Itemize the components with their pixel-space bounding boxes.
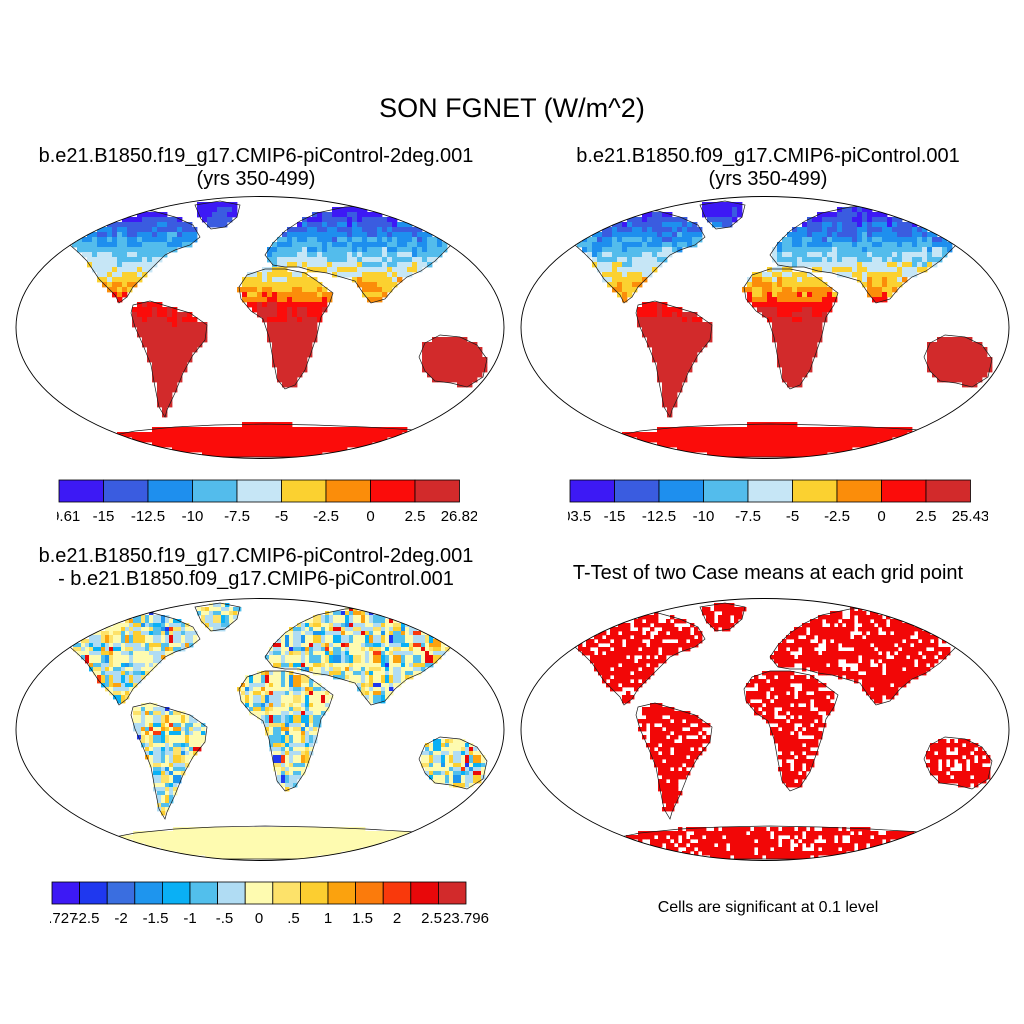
colorbar-case2-swatch (658, 479, 704, 503)
colorbar-difference-tick-label: .5 (287, 910, 300, 927)
colorbar-case1-swatch (236, 479, 282, 503)
colorbar-difference-swatch (437, 881, 467, 905)
colorbar-difference-swatch (410, 881, 439, 905)
colorbar-case2-swatch (881, 479, 927, 503)
colorbar-difference-tick-label: 0 (255, 910, 263, 927)
colorbar-case1-tick-label: -10 (182, 508, 204, 525)
colorbar-difference-swatch (327, 881, 357, 905)
colorbar-case1-swatch (370, 479, 416, 503)
map-case2 (520, 196, 1010, 459)
panel-case2-title: b.e21.B1850.f09_g17.CMIP6-piControl.001 … (512, 145, 1024, 191)
colorbar-case2-tick-label: -15 (604, 508, 626, 525)
colorbar-difference-tick-label: -14.727 (50, 910, 77, 927)
colorbar-difference-tick-label: 23.796 (443, 910, 489, 927)
colorbar-difference-swatch (299, 881, 329, 905)
colorbar-difference-tick-label: -1 (183, 910, 196, 927)
colorbar-difference-tick-label: 2.5 (421, 910, 442, 927)
map-case1-land-cells (72, 202, 488, 458)
colorbar-case1-swatch (147, 479, 193, 503)
map-difference-land-cells (73, 603, 486, 860)
colorbar-case2-tick-label: -103.5 (568, 508, 591, 525)
map-ttest (520, 598, 1010, 861)
colorbar-case2-tick-label: 0 (877, 508, 885, 525)
colorbar-difference-tick-label: -.5 (216, 910, 234, 927)
colorbar-difference-swatch (106, 881, 136, 905)
colorbar-difference-swatch (217, 881, 246, 905)
colorbar-difference-tick-label: -2 (114, 910, 127, 927)
panel-difference-title-line2: - b.e21.B1850.f09_g17.CMIP6-piControl.00… (58, 568, 454, 590)
colorbar-case1-swatch (281, 479, 327, 503)
map-difference (15, 598, 505, 861)
panel-case2-title-line1: b.e21.B1850.f09_g17.CMIP6-piControl.001 (576, 145, 960, 167)
colorbar-case2-swatch (792, 479, 838, 503)
colorbar-difference-tick-label: 1.5 (352, 910, 373, 927)
colorbar-case2-swatch (925, 479, 971, 503)
colorbar-case2-swatch (836, 479, 882, 503)
colorbar-case2-swatch (747, 479, 793, 503)
colorbar-case1-tick-label: -5 (275, 508, 288, 525)
colorbar-difference-tick-label: 2 (393, 910, 401, 927)
figure-title: SON FGNET (W/m^2) (379, 93, 645, 123)
colorbar-case1-tick-label: -12.5 (131, 508, 165, 525)
colorbar-case2-tick-label: -10 (693, 508, 715, 525)
colorbar-case1-swatch (58, 479, 104, 503)
panel-case1-title: b.e21.B1850.f19_g17.CMIP6-piControl-2deg… (0, 145, 512, 191)
colorbar-difference-swatch (355, 881, 384, 905)
colorbar-case1-tick-label: -7.5 (224, 508, 250, 525)
colorbar-difference-tick-label: -2.5 (74, 910, 100, 927)
map-difference-globe-outline (15, 598, 505, 861)
colorbar-case1-tick-label: -79.61 (57, 508, 80, 525)
significance-note: Cells are significant at 0.1 level (657, 899, 879, 916)
colorbar-difference-swatch (244, 881, 274, 905)
panel-difference-title-line1: b.e21.B1850.f19_g17.CMIP6-piControl-2deg… (38, 545, 474, 567)
colorbar-case2-tick-label: -5 (786, 508, 799, 525)
colorbar-case2: -103.5 -15 -12.5 -10 -7.5 -5 -2.5 0 2.5 25.43 (568, 479, 988, 525)
map-case2-land-cells (577, 202, 993, 458)
panel-difference-title: b.e21.B1850.f19_g17.CMIP6-piControl-2deg… (0, 545, 512, 591)
colorbar-case2-swatch (703, 479, 749, 503)
colorbar-case2-tick-label: 2.5 (916, 508, 937, 525)
map-ttest-globe-outline (520, 598, 1010, 861)
panel-case1-title-line2: (yrs 350-499) (196, 168, 316, 190)
panel-ttest-title: T-Test of two Case means at each grid po… (512, 562, 1024, 585)
colorbar-case2-tick-label: -2.5 (824, 508, 850, 525)
colorbar-difference-swatch (134, 881, 163, 905)
colorbar-difference-tick-label: -1.5 (143, 910, 169, 927)
colorbar-difference-tick-label: 1 (324, 910, 332, 927)
colorbar-case2-tick-label: -7.5 (735, 508, 761, 525)
colorbar-difference-swatch (79, 881, 108, 905)
map-case1-globe-outline (15, 196, 505, 459)
colorbar-case2-tick-label: -12.5 (642, 508, 676, 525)
map-case1 (15, 196, 505, 459)
colorbar-case2-swatch (569, 479, 615, 503)
colorbar-difference-swatch (189, 881, 219, 905)
colorbar-difference-swatch (51, 881, 81, 905)
colorbar-difference-swatch (382, 881, 412, 905)
colorbar-case2-swatch (614, 479, 660, 503)
colorbar-case1-tick-label: 26.82 (441, 508, 477, 525)
colorbar-difference-swatch (272, 881, 301, 905)
colorbar-case1-tick-label: -15 (93, 508, 115, 525)
colorbar-case2-tick-label: 25.43 (952, 508, 988, 525)
panel-ttest-title-line1: T-Test of two Case means at each grid po… (572, 562, 964, 584)
colorbar-case1-swatch (192, 479, 238, 503)
colorbar-case1-tick-label: 0 (366, 508, 374, 525)
colorbar-case1-swatch (414, 479, 460, 503)
colorbar-case1-tick-label: 2.5 (405, 508, 426, 525)
colorbar-case1-tick-label: -2.5 (313, 508, 339, 525)
colorbar-difference-swatch (162, 881, 191, 905)
map-ttest-land-cells (578, 603, 991, 860)
colorbar-case1: -79.61 -15 -12.5 -10 -7.5 -5 -2.5 0 2.5 26.82 (57, 479, 477, 525)
map-case2-globe-outline (520, 196, 1010, 459)
panel-case1-title-line1: b.e21.B1850.f19_g17.CMIP6-piControl-2deg… (38, 145, 474, 167)
colorbar-difference: -14.727-2.5 -2 -1.5 -1 -.5 0 .5 1 1.5 2 2.523.796 (50, 881, 489, 927)
colorbar-case1-swatch (325, 479, 371, 503)
colorbar-case1-swatch (103, 479, 149, 503)
panel-case2-title-line2: (yrs 350-499) (708, 168, 828, 190)
map-difference-coastlines (34, 602, 488, 860)
